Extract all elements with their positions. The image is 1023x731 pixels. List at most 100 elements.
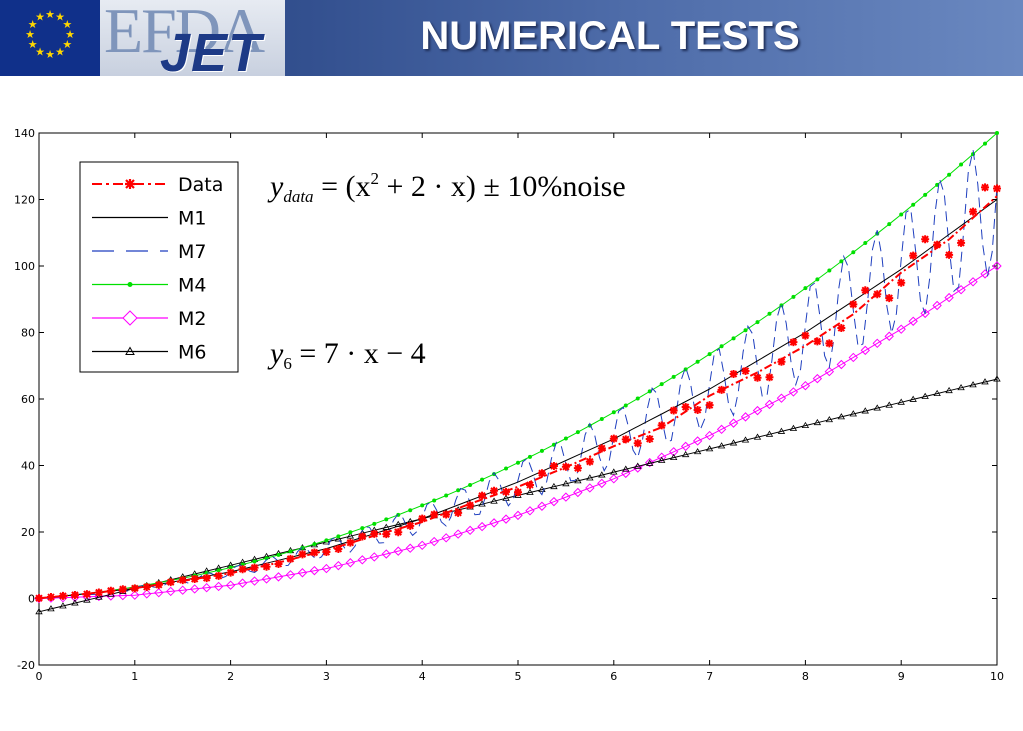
marker-data <box>358 532 366 540</box>
marker-m4 <box>408 508 412 512</box>
marker-data <box>227 569 235 577</box>
y-tick-label: 140 <box>14 127 35 140</box>
marker-data <box>706 401 714 409</box>
marker-data <box>382 530 390 538</box>
marker-data <box>969 208 977 216</box>
marker-data <box>586 458 594 466</box>
marker-m4 <box>348 530 352 534</box>
marker-m4 <box>863 241 867 245</box>
x-tick-label: 0 <box>36 670 43 683</box>
marker-data <box>454 509 462 517</box>
marker-m4 <box>947 173 951 177</box>
marker-m4 <box>899 212 903 216</box>
marker-data <box>322 548 330 556</box>
marker-data <box>622 435 630 443</box>
marker-data <box>502 488 510 496</box>
marker-data <box>957 239 965 247</box>
marker-m4 <box>887 222 891 226</box>
marker-data <box>909 252 917 260</box>
marker-m4 <box>468 483 472 487</box>
legend-marker <box>125 179 135 189</box>
y-tick-label: -20 <box>17 659 35 672</box>
marker-m4 <box>420 503 424 507</box>
marker-data <box>143 583 151 591</box>
marker-m4 <box>612 410 616 414</box>
marker-data <box>334 545 342 553</box>
marker-m4 <box>372 522 376 526</box>
marker-data <box>885 294 893 302</box>
marker-data <box>670 406 678 414</box>
y-tick-label: 40 <box>21 460 35 473</box>
y-tick-label: 80 <box>21 327 35 340</box>
marker-data <box>765 373 773 381</box>
marker-data <box>95 588 103 596</box>
marker-m4 <box>384 517 388 521</box>
marker-m4 <box>504 466 508 470</box>
marker-data <box>837 324 845 332</box>
marker-m4 <box>959 162 963 166</box>
legend-label: M6 <box>178 342 206 364</box>
marker-m4 <box>827 268 831 272</box>
marker-data <box>777 358 785 366</box>
marker-m4 <box>480 478 484 482</box>
marker-data <box>394 528 402 536</box>
marker-data <box>35 594 43 602</box>
marker-data <box>215 572 223 580</box>
legend-label: M7 <box>178 241 206 263</box>
marker-data <box>263 563 271 571</box>
marker-data <box>490 487 498 495</box>
marker-m4 <box>336 534 340 538</box>
marker-m4 <box>815 277 819 281</box>
marker-m4 <box>672 375 676 379</box>
marker-data <box>610 435 618 443</box>
eu-star-icon: ★ <box>45 49 55 61</box>
marker-data <box>526 481 534 489</box>
legend-label: M1 <box>178 208 206 230</box>
y-tick-label: 20 <box>21 526 35 539</box>
marker-data <box>59 592 67 600</box>
marker-m4 <box>528 455 532 459</box>
marker-m4 <box>540 449 544 453</box>
marker-data <box>275 560 283 568</box>
marker-data <box>538 469 546 477</box>
marker-data <box>562 463 570 471</box>
marker-data <box>47 593 55 601</box>
legend-label: M2 <box>178 308 206 330</box>
marker-m4 <box>277 553 281 557</box>
marker-data <box>861 286 869 294</box>
marker-m4 <box>312 542 316 546</box>
marker-data <box>789 338 797 346</box>
marker-data <box>83 590 91 598</box>
eu-star-icon: ★ <box>35 12 45 24</box>
y-tick-label: 100 <box>14 260 35 273</box>
marker-data <box>897 279 905 287</box>
eu-star-icon: ★ <box>62 19 72 31</box>
marker-data <box>993 185 1001 193</box>
marker-data <box>849 300 857 308</box>
marker-data <box>179 576 187 584</box>
x-tick-label: 9 <box>898 670 905 683</box>
marker-data <box>634 439 642 447</box>
marker-m4 <box>600 417 604 421</box>
marker-m4 <box>636 396 640 400</box>
marker-data <box>981 183 989 191</box>
slide-title: NUMERICAL TESTS <box>290 14 930 59</box>
chart: 0 1 2 3 4 5 6 7 8 9 10-20020406080100120140 DataM1… <box>0 118 1023 698</box>
legend-marker <box>128 282 133 287</box>
marker-m4 <box>911 203 915 207</box>
marker-data <box>191 575 199 583</box>
marker-data <box>155 581 163 589</box>
legend: Data M1 M7 M4 M2 M6 <box>80 162 238 372</box>
marker-m4 <box>576 430 580 434</box>
marker-data <box>730 370 738 378</box>
marker-m4 <box>791 295 795 299</box>
marker-m4 <box>756 320 760 324</box>
logo-jet: JET <box>160 22 262 84</box>
x-tick-label: 3 <box>323 670 330 683</box>
marker-data <box>514 488 522 496</box>
marker-data <box>239 565 247 573</box>
marker-data <box>71 591 79 599</box>
marker-m4 <box>744 328 748 332</box>
marker-m4 <box>624 403 628 407</box>
marker-data <box>251 564 259 572</box>
